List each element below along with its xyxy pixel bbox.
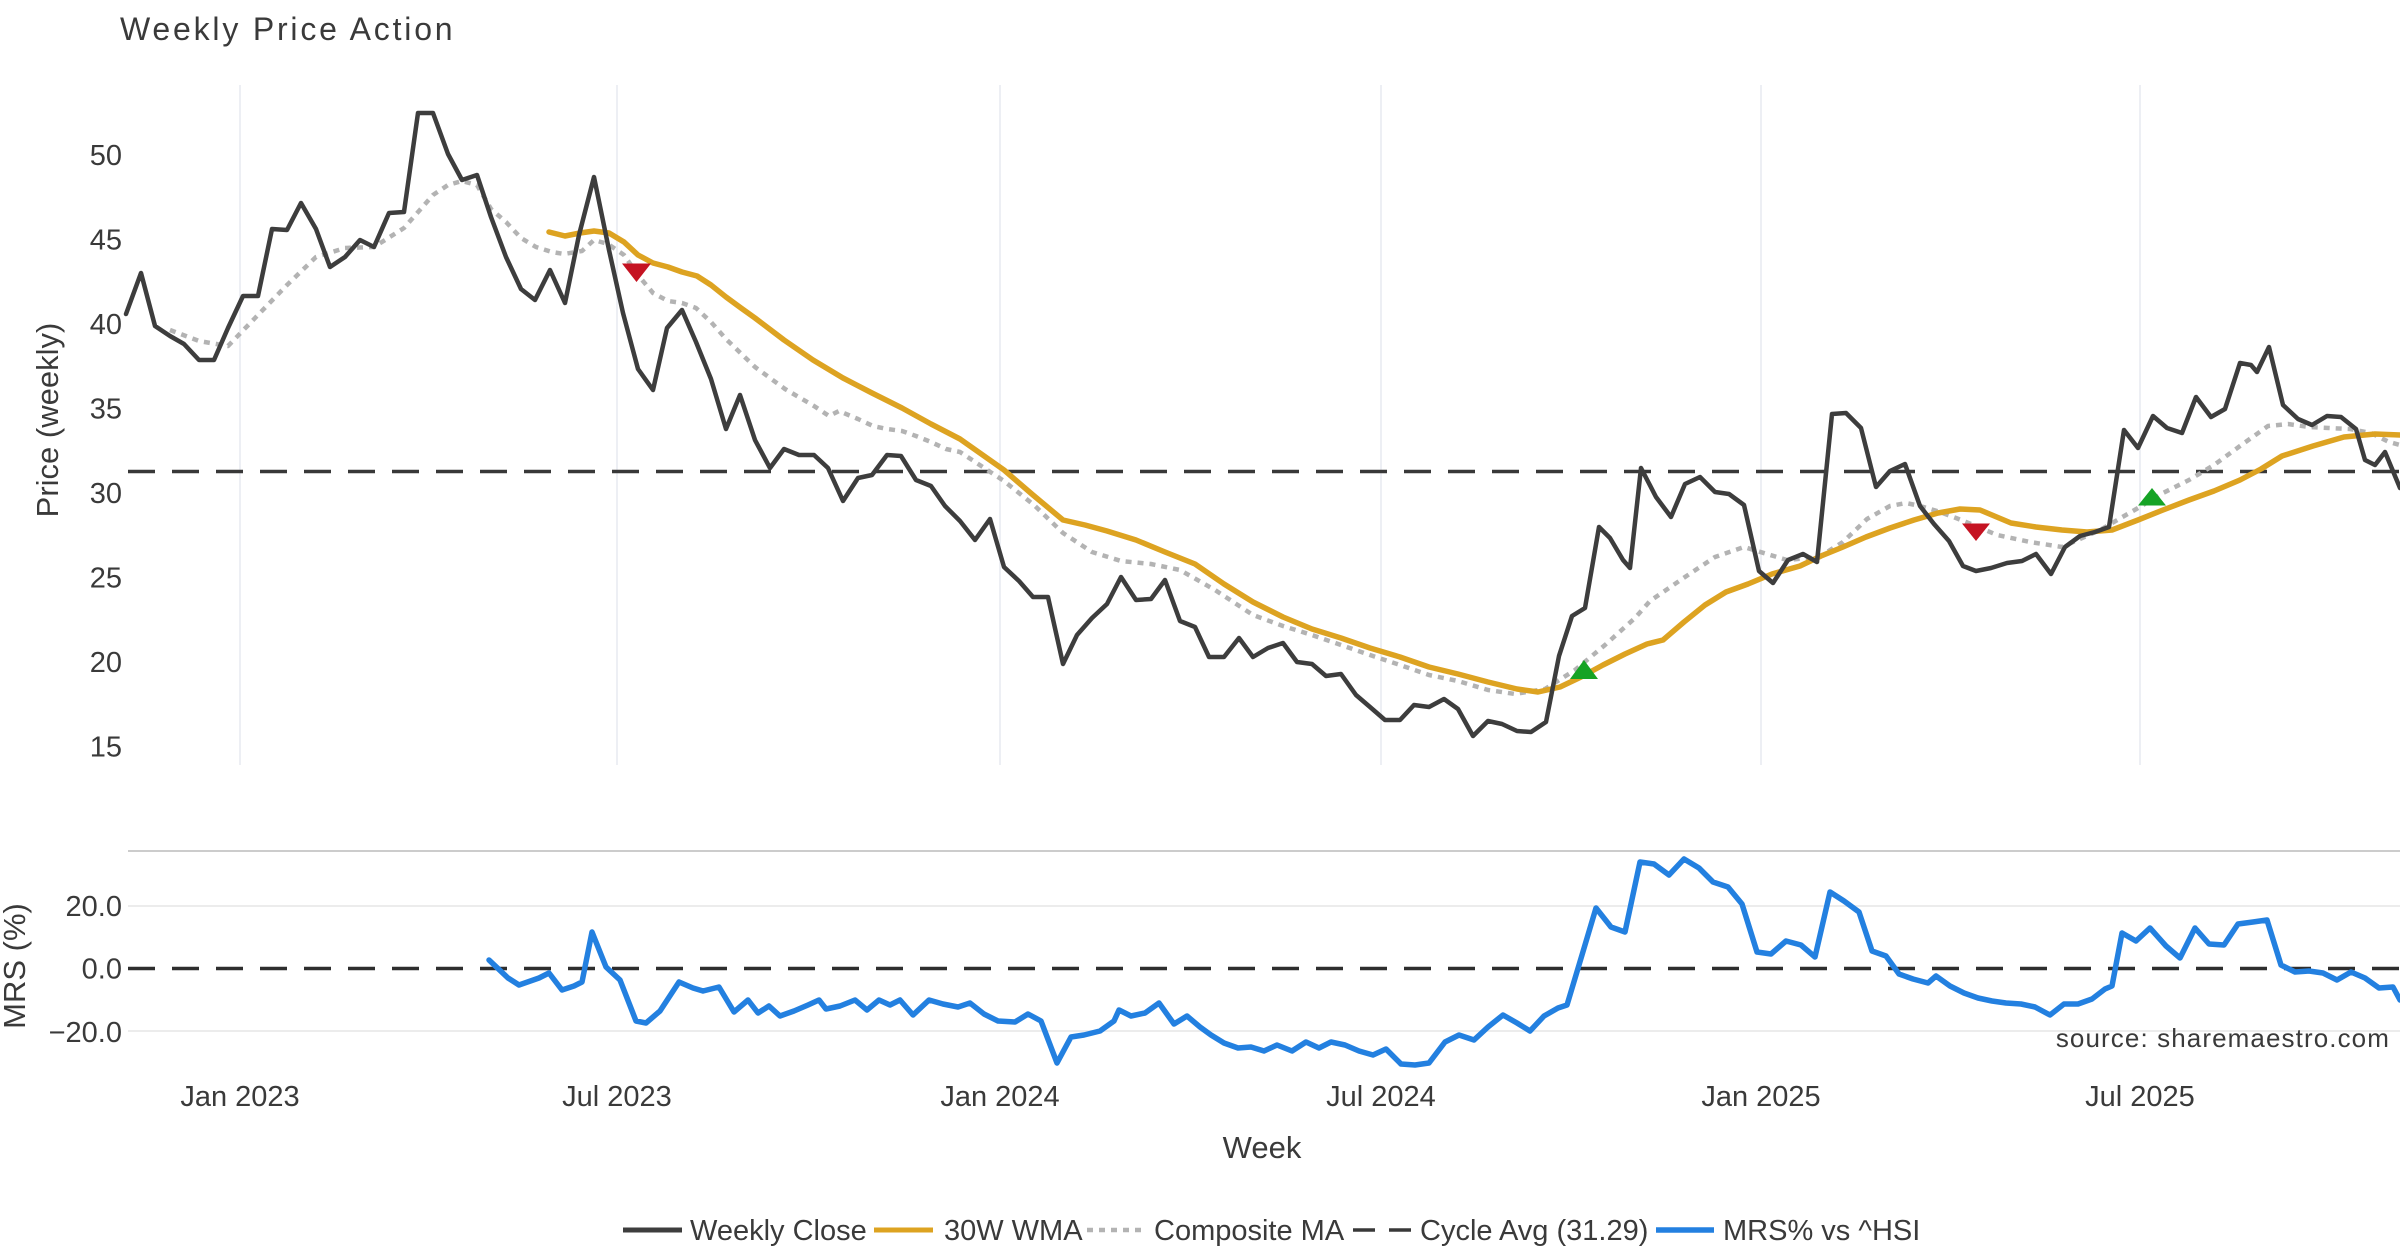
svg-text:Jan 2024: Jan 2024: [940, 1081, 1059, 1113]
svg-text:MRS (%): MRS (%): [0, 903, 32, 1029]
svg-text:45: 45: [90, 225, 122, 257]
svg-text:20.0: 20.0: [66, 891, 122, 923]
svg-text:−20.0: −20.0: [49, 1017, 122, 1049]
svg-text:Week: Week: [1223, 1130, 1302, 1165]
svg-text:30W WMA: 30W WMA: [944, 1215, 1083, 1247]
svg-text:35: 35: [90, 394, 122, 426]
svg-text:Cycle Avg (31.29): Cycle Avg (31.29): [1420, 1215, 1648, 1247]
svg-text:25: 25: [90, 563, 122, 595]
svg-text:Jul 2025: Jul 2025: [2085, 1081, 2195, 1113]
svg-text:Weekly Price Action: Weekly Price Action: [120, 11, 455, 47]
svg-text:source: sharemaestro.com: source: sharemaestro.com: [2056, 1023, 2390, 1053]
svg-text:40: 40: [90, 309, 122, 341]
svg-text:Price (weekly): Price (weekly): [30, 323, 65, 518]
svg-text:50: 50: [90, 140, 122, 172]
svg-text:MRS% vs ^HSI: MRS% vs ^HSI: [1723, 1215, 1920, 1247]
svg-text:15: 15: [90, 732, 122, 764]
svg-text:Jul 2024: Jul 2024: [1326, 1081, 1436, 1113]
svg-text:20: 20: [90, 647, 122, 679]
svg-text:30: 30: [90, 478, 122, 510]
svg-text:Jul 2023: Jul 2023: [562, 1081, 672, 1113]
svg-text:Composite MA: Composite MA: [1154, 1215, 1345, 1247]
svg-text:0.0: 0.0: [82, 954, 122, 986]
svg-text:Weekly Close: Weekly Close: [690, 1215, 867, 1247]
svg-text:Jan 2023: Jan 2023: [180, 1081, 299, 1113]
svg-text:Jan 2025: Jan 2025: [1701, 1081, 1820, 1113]
